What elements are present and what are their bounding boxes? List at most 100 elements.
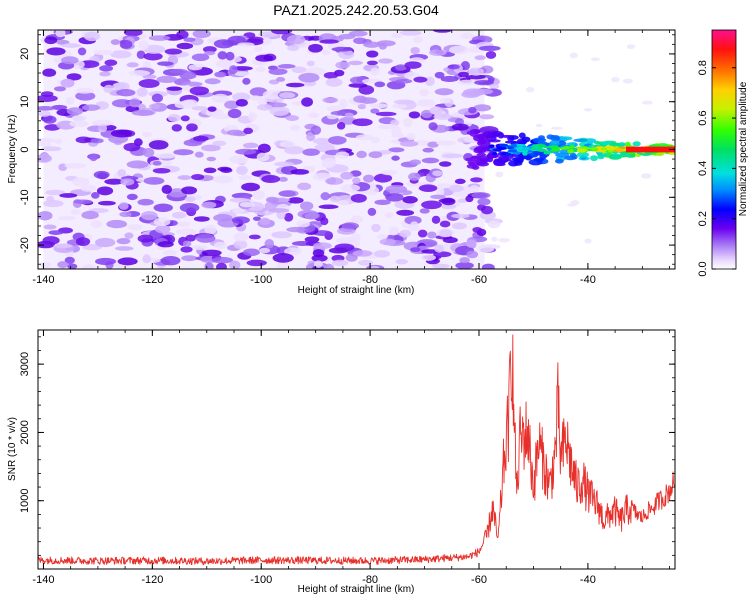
noise-blob xyxy=(350,215,363,224)
noise-blob xyxy=(307,112,320,119)
noise-blob xyxy=(242,77,251,85)
x-tick-label: -40 xyxy=(580,574,596,586)
y-tick-label: 0 xyxy=(19,146,31,152)
colorbar-gradient xyxy=(711,29,737,270)
noise-blob xyxy=(238,175,252,181)
signal-blob xyxy=(491,130,503,137)
noise-blob xyxy=(138,40,149,50)
noise-blob xyxy=(535,123,543,128)
signal-core xyxy=(531,144,539,149)
noise-blob xyxy=(142,131,152,138)
noise-blob xyxy=(370,136,380,144)
noise-blob xyxy=(204,224,217,235)
signal-blob xyxy=(518,132,526,139)
snr-x-ticks: -140 -120 -100 -80 -60 -40 xyxy=(32,330,670,586)
noise-blob xyxy=(284,212,294,222)
noise-blob xyxy=(253,190,265,200)
signal-core xyxy=(542,146,551,149)
noise-blob xyxy=(131,109,154,116)
colorbar: 0.0 0.2 0.4 0.6 0.8 Normalized spectral ampl… xyxy=(697,29,749,277)
noise-blob xyxy=(569,52,578,59)
signal-blob xyxy=(550,134,558,142)
noise-blob xyxy=(476,204,486,211)
noise-blob xyxy=(338,49,355,60)
noise-blob xyxy=(46,47,66,56)
noise-blob xyxy=(550,126,563,130)
noise-blob xyxy=(160,255,181,266)
noise-blob xyxy=(46,195,55,203)
noise-blob xyxy=(301,97,313,107)
noise-blob xyxy=(278,190,296,197)
noise-blob xyxy=(439,220,451,228)
noise-blob xyxy=(284,146,304,155)
noise-blob xyxy=(157,241,174,248)
noise-blob xyxy=(53,138,63,144)
noise-blob xyxy=(419,89,430,97)
signal-blob xyxy=(469,156,483,161)
noise-blob xyxy=(478,45,501,52)
noise-blob xyxy=(322,263,335,269)
noise-blob xyxy=(261,175,281,184)
noise-blob xyxy=(378,58,393,64)
signal-core xyxy=(547,145,558,149)
noise-blob xyxy=(120,178,135,186)
noise-blob xyxy=(378,124,398,130)
noise-blob xyxy=(259,217,271,226)
noise-blob xyxy=(233,232,249,242)
noise-blob xyxy=(75,237,91,246)
noise-blob xyxy=(118,202,129,210)
noise-blob xyxy=(474,80,494,86)
noise-blob xyxy=(402,196,418,204)
noise-blob xyxy=(211,93,230,103)
noise-blob xyxy=(410,247,421,253)
noise-blob xyxy=(422,147,434,153)
signal-blob xyxy=(566,142,576,146)
noise-blob xyxy=(185,234,196,242)
noise-blob xyxy=(254,46,263,52)
snr-line xyxy=(38,334,675,566)
x-tick-label: -140 xyxy=(32,574,54,586)
noise-blob xyxy=(328,136,347,145)
noise-blob xyxy=(442,236,458,244)
signal-blob xyxy=(549,140,560,147)
noise-blob xyxy=(375,111,397,117)
noise-blob xyxy=(419,184,438,192)
chart-title: PAZ1.2025.242.20.53.G04 xyxy=(273,2,439,18)
noise-blob xyxy=(477,198,491,206)
noise-blob xyxy=(584,238,592,244)
noise-blob xyxy=(42,68,57,77)
x-tick-label: -60 xyxy=(471,574,487,586)
noise-blob xyxy=(164,48,183,55)
snr-frame xyxy=(37,329,676,570)
noise-blob xyxy=(129,98,141,108)
noise-blob xyxy=(191,244,208,251)
noise-blob xyxy=(44,124,61,131)
noise-blob xyxy=(54,86,66,92)
noise-blob xyxy=(379,238,397,246)
noise-blob xyxy=(176,30,189,39)
x-tick-label: -140 xyxy=(32,274,54,286)
noise-blob xyxy=(373,173,393,183)
noise-blob xyxy=(111,99,133,108)
y-tick-label: -20 xyxy=(19,237,31,253)
noise-blob xyxy=(177,175,192,180)
noise-blob xyxy=(180,115,190,122)
noise-blob xyxy=(454,118,465,126)
noise-blob xyxy=(39,152,50,162)
noise-blob xyxy=(119,211,132,218)
noise-blob xyxy=(352,177,361,185)
colorbar-tick-label: 0.8 xyxy=(697,60,709,75)
noise-blob xyxy=(242,248,260,257)
noise-blob xyxy=(181,186,198,195)
noise-blob xyxy=(419,208,430,214)
noise-blob xyxy=(213,214,233,222)
signal-core xyxy=(536,148,548,152)
noise-blob xyxy=(126,193,138,201)
noise-blob xyxy=(229,260,241,269)
noise-blob xyxy=(451,213,470,219)
noise-blob xyxy=(233,240,248,250)
noise-blob xyxy=(55,30,66,38)
noise-blob xyxy=(201,249,222,257)
noise-blob xyxy=(93,170,110,179)
noise-blob xyxy=(368,151,383,159)
